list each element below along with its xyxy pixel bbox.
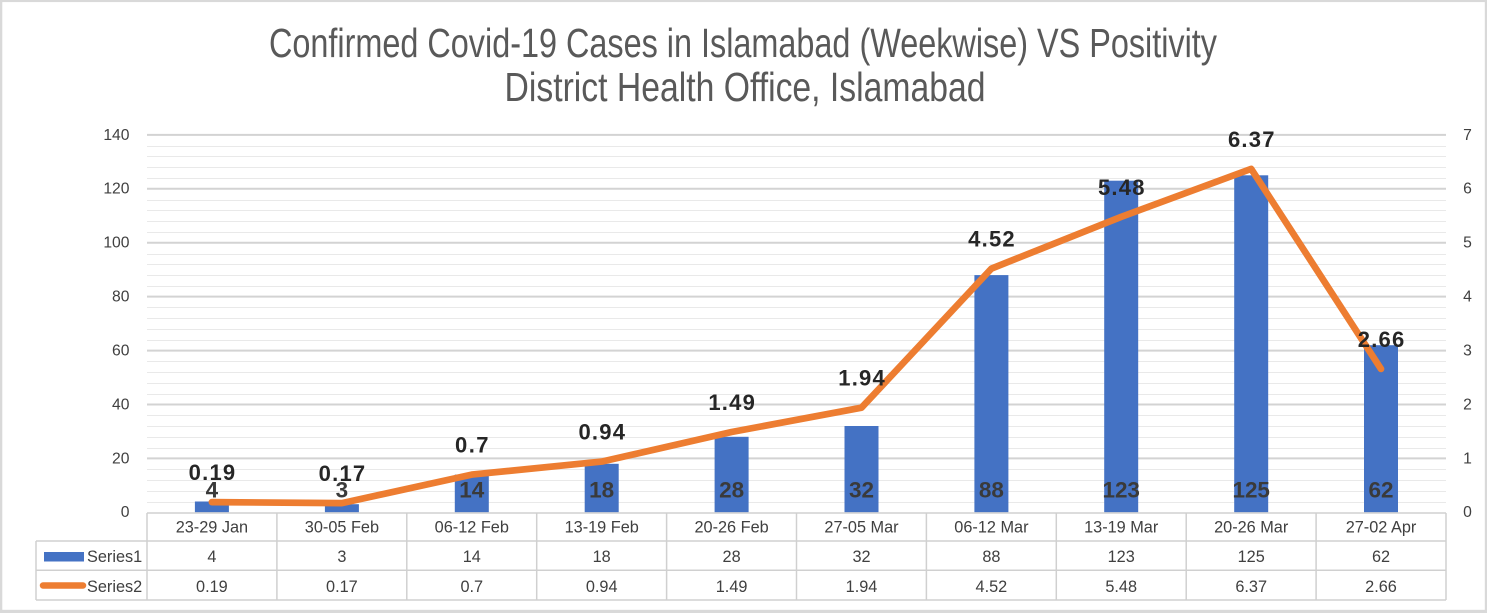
svg-text:23-29 Jan: 23-29 Jan <box>176 519 248 537</box>
svg-text:Confirmed Covid-19 Cases in Is: Confirmed Covid-19 Cases in Islamabad (W… <box>269 20 1217 66</box>
svg-text:120: 120 <box>103 181 129 198</box>
svg-text:18: 18 <box>593 548 611 566</box>
svg-text:32: 32 <box>849 477 874 502</box>
svg-text:140: 140 <box>103 127 129 144</box>
svg-text:0.7: 0.7 <box>455 433 489 458</box>
svg-text:3: 3 <box>1463 343 1472 360</box>
svg-text:14: 14 <box>463 548 481 566</box>
svg-text:62: 62 <box>1368 477 1393 502</box>
svg-text:0.17: 0.17 <box>319 461 366 486</box>
svg-text:125: 125 <box>1232 477 1270 502</box>
svg-text:1.49: 1.49 <box>708 390 755 415</box>
svg-text:2.66: 2.66 <box>1365 578 1397 596</box>
svg-text:2.66: 2.66 <box>1358 327 1405 352</box>
svg-text:5: 5 <box>1463 235 1472 252</box>
svg-text:4: 4 <box>207 548 216 566</box>
svg-text:123: 123 <box>1108 548 1135 566</box>
svg-text:1.49: 1.49 <box>716 578 748 596</box>
svg-text:60: 60 <box>112 343 130 360</box>
svg-text:125: 125 <box>1238 548 1265 566</box>
svg-text:0.17: 0.17 <box>326 578 358 596</box>
svg-text:2: 2 <box>1463 396 1472 413</box>
svg-text:4: 4 <box>206 477 219 502</box>
svg-text:30-05 Feb: 30-05 Feb <box>305 519 379 537</box>
svg-text:20-26 Feb: 20-26 Feb <box>694 519 768 537</box>
svg-text:40: 40 <box>112 396 130 413</box>
svg-text:1.94: 1.94 <box>838 366 885 391</box>
svg-text:80: 80 <box>112 289 130 306</box>
svg-text:3: 3 <box>337 548 346 566</box>
svg-text:0: 0 <box>1463 504 1472 521</box>
svg-text:13-19 Mar: 13-19 Mar <box>1084 519 1159 537</box>
svg-text:62: 62 <box>1372 548 1390 566</box>
svg-text:0.94: 0.94 <box>586 578 618 596</box>
svg-text:0.94: 0.94 <box>578 420 625 445</box>
svg-text:06-12 Mar: 06-12 Mar <box>954 519 1029 537</box>
svg-text:0.19: 0.19 <box>189 460 236 485</box>
svg-text:0.19: 0.19 <box>196 578 228 596</box>
svg-text:5.48: 5.48 <box>1105 578 1137 596</box>
svg-text:88: 88 <box>979 477 1004 502</box>
svg-text:District Health Office, Islama: District Health Office, Islamabad <box>505 64 986 110</box>
svg-text:27-02 Apr: 27-02 Apr <box>1346 519 1417 537</box>
svg-text:88: 88 <box>982 548 1000 566</box>
svg-text:1.94: 1.94 <box>846 578 878 596</box>
svg-text:6.37: 6.37 <box>1228 127 1275 152</box>
svg-text:06-12 Feb: 06-12 Feb <box>435 519 509 537</box>
svg-text:1: 1 <box>1463 450 1472 467</box>
svg-text:14: 14 <box>459 477 485 502</box>
svg-text:20: 20 <box>112 450 130 467</box>
svg-text:4.52: 4.52 <box>968 227 1015 252</box>
svg-text:32: 32 <box>852 548 870 566</box>
svg-text:18: 18 <box>589 477 614 502</box>
svg-text:7: 7 <box>1463 127 1472 144</box>
svg-text:0: 0 <box>121 504 130 521</box>
svg-text:28: 28 <box>723 548 741 566</box>
svg-text:20-26 Mar: 20-26 Mar <box>1214 519 1289 537</box>
svg-text:0.7: 0.7 <box>460 578 483 596</box>
svg-text:6: 6 <box>1463 181 1472 198</box>
svg-text:6.37: 6.37 <box>1235 578 1267 596</box>
svg-text:4: 4 <box>1463 289 1472 306</box>
svg-text:123: 123 <box>1102 477 1140 502</box>
svg-text:28: 28 <box>719 477 744 502</box>
svg-text:27-05 Mar: 27-05 Mar <box>824 519 899 537</box>
svg-text:4.52: 4.52 <box>976 578 1008 596</box>
svg-text:13-19 Feb: 13-19 Feb <box>565 519 639 537</box>
svg-text:Series2: Series2 <box>87 578 142 596</box>
svg-text:Series1: Series1 <box>87 548 142 566</box>
svg-text:100: 100 <box>103 235 129 252</box>
svg-text:5.48: 5.48 <box>1098 175 1145 200</box>
svg-text:3: 3 <box>336 477 349 502</box>
